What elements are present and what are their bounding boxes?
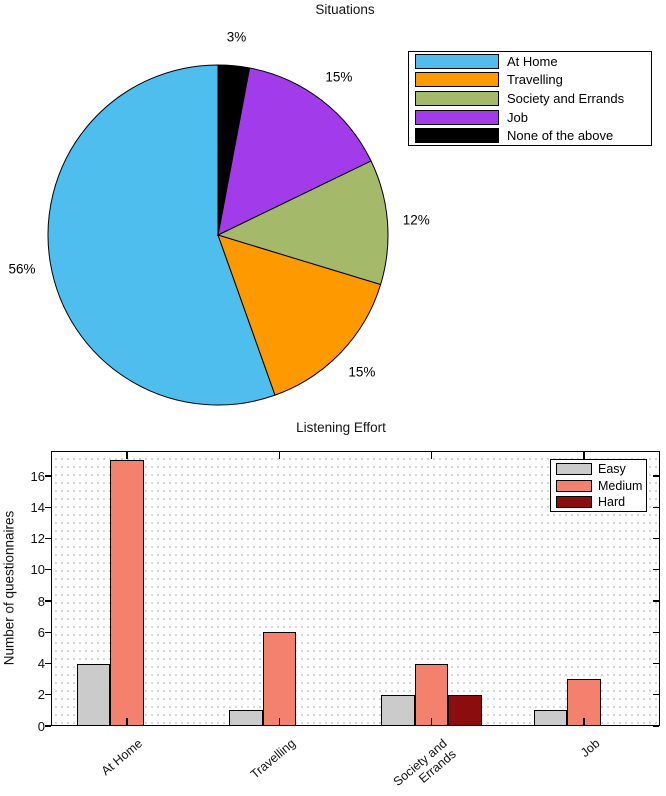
x-tick-label: Job: [577, 736, 603, 760]
bar-easy-3: [533, 710, 568, 726]
y-tick-right: [652, 725, 659, 727]
y-tick-right: [652, 569, 659, 571]
y-tick-label: 10: [30, 562, 45, 578]
y-tick-left: [45, 600, 51, 602]
legend-swatch: [556, 463, 592, 476]
y-tick-left: [45, 694, 51, 696]
y-tick-right: [652, 600, 659, 602]
pie-title: Situations: [315, 2, 375, 17]
x-tick-top: [126, 452, 128, 460]
y-tick-right: [652, 631, 659, 633]
y-tick-right: [652, 662, 659, 665]
legend-item: Travelling: [415, 71, 651, 90]
y-tick-label: 8: [37, 593, 45, 609]
y-tick-left: [45, 725, 51, 727]
bar-easy-1: [229, 710, 263, 726]
legend-swatch: [415, 109, 499, 125]
legend-label: At Home: [507, 53, 558, 69]
bar-legend: Easy Medium Hard: [550, 459, 647, 512]
x-tick-bottom: [430, 718, 433, 725]
pie-slice-2: [216, 160, 389, 286]
x-tick-bottom: [583, 718, 585, 725]
legend-label: Travelling: [507, 72, 563, 88]
legend-swatch: [556, 479, 592, 492]
y-tick-label: 16: [30, 468, 45, 484]
y-tick-label: 14: [30, 499, 45, 515]
bar-title: Listening Effort: [296, 420, 386, 435]
legend-label: Job: [507, 109, 528, 125]
pie-slice-0: [47, 64, 276, 406]
bar-easy-0: [76, 663, 111, 726]
pie-legend: At Home Travelling Society and Errands Job N…: [408, 51, 652, 146]
pie-chart: [47, 64, 389, 406]
y-tick-left: [45, 569, 51, 571]
x-tick-bottom: [126, 718, 128, 725]
legend-label: Easy: [598, 462, 626, 477]
x-tick-label: At Home: [99, 736, 146, 779]
legend-swatch: [415, 53, 499, 69]
pie-percent-label: 15%: [348, 364, 376, 380]
bar-medium-1: [262, 632, 297, 726]
y-tick-label: 4: [37, 656, 45, 671]
legend-label: Medium: [598, 478, 643, 493]
y-tick-right: [652, 694, 659, 696]
legend-swatch: [556, 495, 592, 508]
legend-item: Job: [415, 108, 651, 127]
y-tick-right: [652, 506, 659, 508]
y-tick-label: 6: [37, 624, 45, 640]
bar-medium-2: [414, 663, 449, 726]
legend-item: Hard: [556, 494, 646, 510]
y-tick-left: [45, 537, 51, 540]
pie-percent-label: 15%: [325, 69, 353, 85]
y-tick-right: [652, 537, 659, 540]
x-tick-label: Society and Errands: [391, 736, 459, 796]
x-tick-label-line: Job: [577, 736, 603, 760]
legend-swatch: [415, 91, 499, 106]
pie-slice-4: [217, 64, 251, 236]
bar-hard-2: [448, 694, 482, 726]
legend-swatch: [415, 72, 499, 88]
x-tick-label: Travelling: [247, 736, 298, 782]
legend-item: Society and Errands: [415, 89, 651, 108]
pie-percent-label: 3%: [226, 29, 247, 45]
x-tick-top: [430, 452, 433, 460]
x-tick-top: [278, 452, 281, 460]
y-tick-left: [45, 506, 51, 508]
bar-easy-2: [381, 694, 415, 726]
pie-percent-label: 56%: [8, 261, 36, 277]
legend-label: Society and Errands: [507, 91, 625, 106]
legend-label: None of the above: [507, 128, 614, 144]
legend-label: Hard: [598, 494, 626, 509]
x-tick-top: [583, 452, 585, 460]
y-tick-label: 12: [30, 531, 45, 546]
y-tick-left: [45, 475, 51, 477]
y-tick-label: 2: [37, 687, 45, 703]
legend-item: At Home: [415, 52, 651, 71]
x-tick-bottom: [278, 718, 281, 725]
y-tick-left: [45, 631, 51, 633]
y-tick-left: [45, 662, 51, 665]
legend-item: Easy: [556, 461, 646, 477]
bar-medium-0: [110, 460, 144, 726]
legend-item: Medium: [556, 477, 646, 493]
x-tick-label-line: Travelling: [247, 736, 298, 782]
x-tick-label-line: At Home: [99, 736, 146, 779]
legend-item: None of the above: [415, 126, 651, 145]
y-tick-label: 0: [37, 718, 45, 734]
pie-percent-label: 12%: [402, 212, 430, 228]
y-tick-right: [652, 475, 659, 477]
legend-swatch: [415, 128, 499, 144]
pie-slice-1: [217, 234, 382, 396]
pie-slice-3: [217, 67, 372, 236]
